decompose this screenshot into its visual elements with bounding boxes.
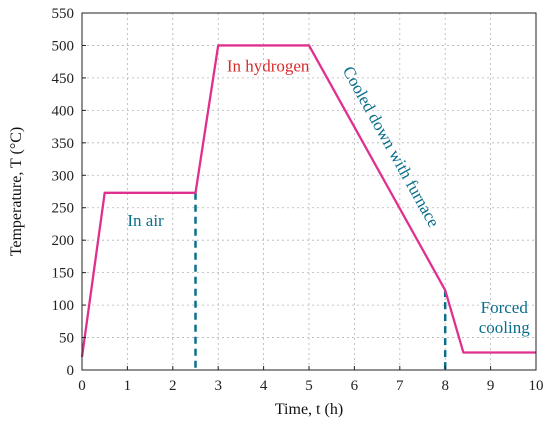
annotation: In hydrogen xyxy=(227,56,310,75)
x-tick-label: 4 xyxy=(260,378,268,394)
annotation-line: Cooled down with furnace xyxy=(339,63,444,230)
annotation-line: cooling xyxy=(479,318,530,337)
y-axis-label: Temperature, T (°C) xyxy=(8,127,25,257)
x-tick-label: 2 xyxy=(169,378,177,394)
y-tick-label: 550 xyxy=(52,6,75,22)
x-tick-label: 5 xyxy=(305,378,313,394)
y-tick-label: 400 xyxy=(52,103,75,119)
y-tick-label: 100 xyxy=(52,298,75,314)
x-tick-label: 1 xyxy=(124,378,132,394)
series-layer xyxy=(80,44,536,358)
vertical-markers xyxy=(194,192,447,370)
x-tick-label: 3 xyxy=(214,378,222,394)
y-tick-label: 450 xyxy=(52,71,75,87)
y-tick-labels: 0 50 100 150 200 250 300 350 400 450 500 550 xyxy=(52,6,86,379)
x-tick-label: 0 xyxy=(78,378,86,394)
y-tick-label: 50 xyxy=(59,331,74,347)
y-tick-label: 500 xyxy=(52,38,75,54)
annotation-line: In air xyxy=(127,211,164,230)
y-tick-label: 150 xyxy=(52,266,75,282)
y-tick-label: 200 xyxy=(52,233,75,249)
y-tick-label: 350 xyxy=(52,136,75,152)
y-tick-label: 300 xyxy=(52,168,75,184)
annotation: Forced cooling xyxy=(479,298,530,337)
temperature-series-line xyxy=(80,44,536,358)
annotations: In air In hydrogen Cooled down with furnac… xyxy=(127,56,530,336)
x-tick-label: 7 xyxy=(396,378,404,394)
x-tick-label: 6 xyxy=(351,378,359,394)
x-tick-labels: 0 1 2 3 4 5 6 7 8 9 10 xyxy=(78,366,544,394)
annotation-line: In hydrogen xyxy=(227,56,310,75)
x-tick-label: 9 xyxy=(487,378,495,394)
annotation: In air xyxy=(127,211,164,230)
y-tick-label: 0 xyxy=(67,363,75,379)
x-tick-label: 10 xyxy=(529,378,544,394)
x-axis-label: Time, t (h) xyxy=(275,401,343,418)
grid-layer xyxy=(82,13,536,370)
y-tick-label: 250 xyxy=(52,201,75,217)
x-tick-label: 8 xyxy=(441,378,449,394)
annotation: Cooled down with furnace xyxy=(339,63,444,230)
annotation-line: Forced xyxy=(481,298,529,317)
